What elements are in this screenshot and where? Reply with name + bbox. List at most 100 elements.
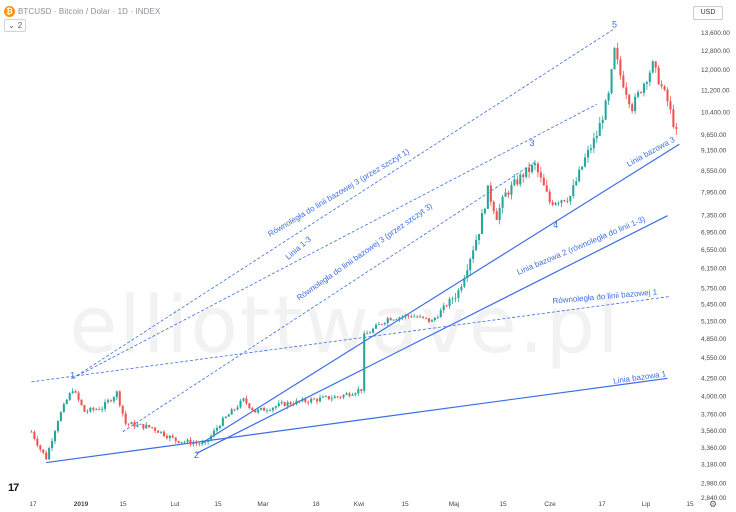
candle-body: [174, 437, 177, 441]
candle-body: [77, 392, 80, 400]
candle-body: [578, 169, 581, 182]
candle-body: [157, 430, 160, 433]
candle-body: [616, 47, 619, 60]
candle-body: [80, 399, 83, 406]
candle-body: [327, 396, 330, 400]
candle-body: [127, 423, 130, 425]
candle-body: [271, 407, 274, 411]
candle-body: [204, 441, 207, 443]
candle-body: [339, 396, 342, 398]
time-axis[interactable]: 17 2019 15 Lut 15 Mar 18 Kwi 15 Maj 15 Cze 17 Lip 15: [29, 501, 694, 508]
candle-body: [357, 389, 360, 394]
candle-body: [586, 149, 590, 158]
candle-body: [560, 200, 563, 203]
candle-body: [74, 391, 77, 393]
candle-body: [445, 305, 448, 307]
candle-body: [71, 391, 74, 394]
candle-body: [215, 428, 218, 431]
candle-body: [631, 104, 634, 111]
candle-body: [106, 400, 110, 403]
candle-body: [460, 286, 463, 291]
candle-body: [542, 177, 545, 186]
time-tick-label: Lip: [642, 501, 651, 508]
chevron-down-icon: ⌄: [8, 21, 15, 30]
candle-body: [675, 126, 678, 129]
candle-body: [360, 389, 363, 391]
candle-body: [42, 449, 45, 453]
candle-body: [92, 407, 95, 410]
candle-body: [342, 394, 345, 398]
candle-body: [165, 436, 168, 439]
time-tick-label: Cze: [544, 501, 556, 508]
candle-body: [433, 317, 436, 321]
candle-body: [592, 138, 595, 149]
candle-body: [227, 414, 230, 417]
gear-icon[interactable]: ⚙: [709, 499, 718, 509]
candle-body: [171, 435, 174, 438]
parallel-line: [31, 296, 671, 383]
candle-body: [177, 440, 180, 443]
candle-body: [218, 425, 221, 429]
candle-body: [419, 316, 422, 318]
candle-body: [383, 323, 386, 325]
time-tick-label: Maj: [449, 501, 459, 508]
candle-body: [324, 396, 327, 397]
candle-body: [333, 396, 336, 399]
candle-body: [62, 403, 65, 413]
line-label: Linia 1-3: [284, 234, 313, 261]
candle-body: [566, 201, 569, 202]
candle-body: [404, 315, 407, 317]
price-tick-label: 7,950.00: [701, 189, 727, 196]
time-tick-label: 17: [598, 501, 606, 508]
price-axis[interactable]: 13,600.00 12,800.00 12,000.00 11,200.00 10,4…: [701, 30, 730, 502]
candle-body: [469, 258, 472, 271]
candle-body: [480, 213, 484, 235]
candle-body: [86, 411, 89, 413]
parallel-line: [72, 103, 598, 379]
symbol-header[interactable]: ₿ BTCUSD · Bitcoin / Dolar · 1D · INDEX: [4, 4, 160, 18]
candle-body: [298, 400, 301, 402]
candle-body: [56, 421, 59, 432]
time-tick-label: Lut: [170, 501, 179, 508]
candle-body: [354, 393, 357, 395]
candle-body: [239, 400, 242, 408]
candle-body: [522, 174, 525, 177]
candle-body: [148, 424, 151, 428]
candle-body: [321, 396, 325, 398]
candle-body: [142, 424, 145, 429]
candle-body: [304, 398, 307, 402]
candle-body: [254, 410, 257, 413]
candle-body: [525, 167, 528, 177]
candle-body: [162, 431, 165, 437]
candle-body: [33, 431, 36, 439]
price-tick-label: 4,250.00: [701, 375, 727, 382]
price-tick-label: 6,150.00: [701, 266, 727, 273]
price-tick-label: 12,000.00: [701, 67, 730, 74]
indicators-toggle[interactable]: ⌄ 2: [4, 19, 27, 32]
candle-body: [59, 412, 62, 422]
candles: [30, 42, 678, 460]
candle-body: [528, 167, 531, 172]
candle-body: [663, 86, 666, 90]
candle-body: [548, 191, 551, 203]
candle-body: [634, 96, 637, 111]
candle-body: [30, 431, 33, 433]
candle-body: [345, 393, 348, 395]
price-tick-label: 9,650.00: [701, 132, 727, 139]
candle-body: [83, 405, 86, 412]
candle-body: [478, 234, 481, 240]
currency-selector[interactable]: USD: [693, 6, 723, 20]
candle-body: [645, 82, 648, 84]
candle-body: [507, 192, 510, 195]
annotations: 1 2 3 4 5: [70, 20, 617, 460]
candle-body: [601, 119, 604, 124]
price-tick-label: 11,200.00: [701, 88, 730, 95]
candle-body: [295, 400, 298, 405]
candle-body: [283, 402, 286, 407]
time-tick-label: 17: [29, 501, 37, 508]
candle-body: [498, 207, 501, 220]
candle-body: [180, 442, 183, 443]
candle-body: [130, 422, 133, 425]
candle-body: [398, 317, 401, 320]
